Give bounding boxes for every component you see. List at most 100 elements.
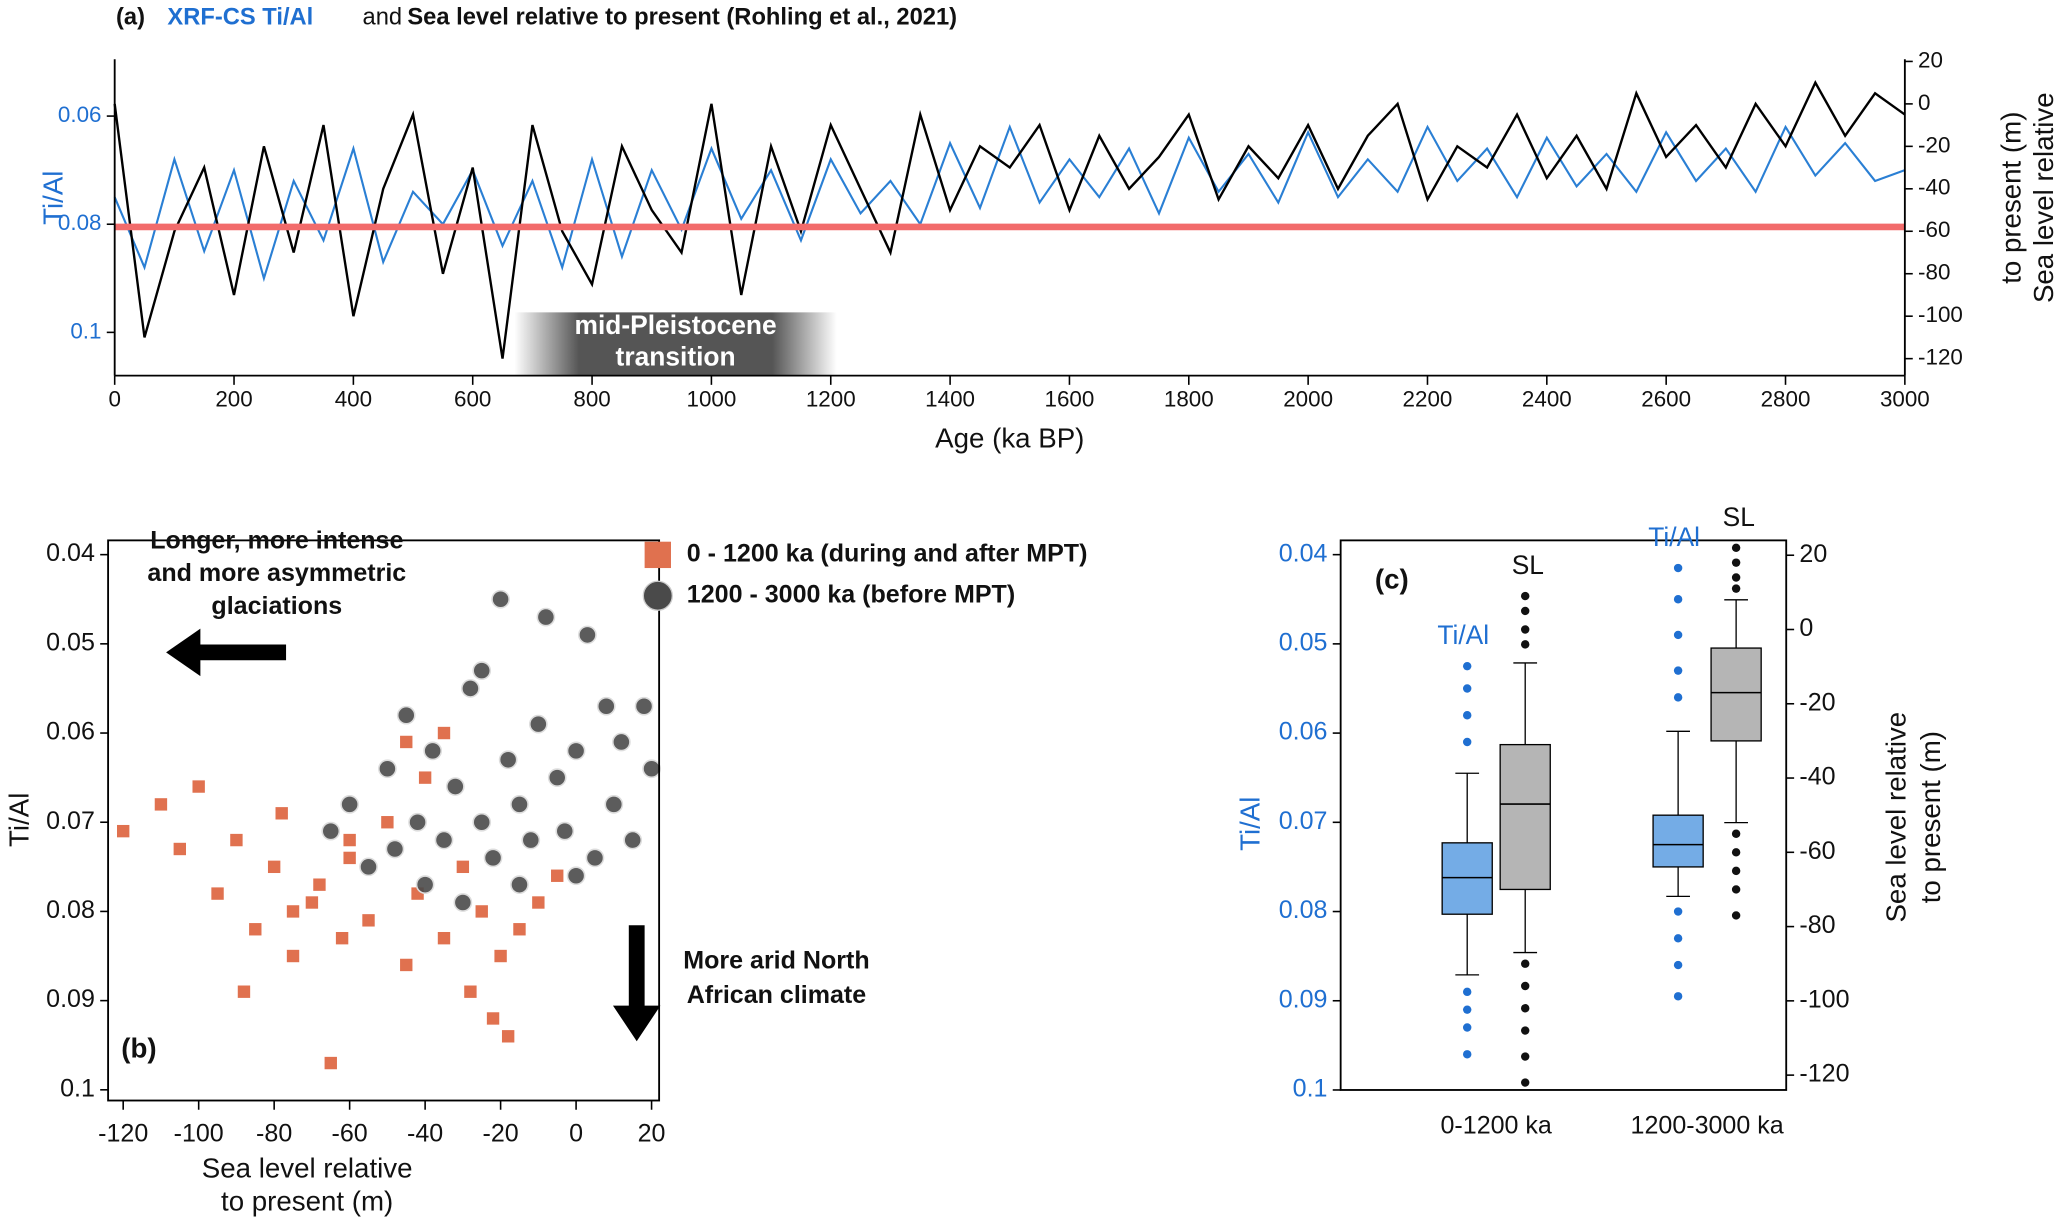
x-axis-label: Sea level relative: [202, 1153, 413, 1184]
outlier: [1520, 625, 1530, 634]
point: [323, 1056, 338, 1071]
point: [312, 877, 327, 892]
point: [512, 922, 527, 937]
y-tick-label: -120: [1799, 1060, 1849, 1088]
box: [1652, 814, 1704, 868]
x-tick-label: -120: [98, 1119, 148, 1147]
point: [566, 866, 586, 886]
mpt-label: mid-Pleistocene: [575, 310, 777, 340]
outlier: [1731, 829, 1741, 838]
point: [455, 859, 470, 874]
point: [304, 895, 319, 910]
point: [418, 770, 433, 785]
axis-label: Ti/Al: [1235, 797, 1266, 851]
legend-entry: 1200 - 3000 ka (before MPT): [687, 580, 1015, 608]
outlier: [1731, 848, 1741, 857]
point: [498, 750, 518, 770]
point: [483, 848, 503, 868]
legend-entry: 0 - 1200 ka (during and after MPT): [687, 539, 1088, 567]
point: [342, 833, 357, 848]
x-tick-label: 0-1200 ka: [1441, 1111, 1552, 1139]
point: [585, 848, 605, 868]
point: [472, 812, 492, 832]
x-tick-label: 600: [454, 387, 491, 412]
legend-joiner: and: [363, 5, 403, 31]
point: [236, 984, 251, 999]
x-tick-label: -20: [483, 1119, 519, 1147]
series-line: [113, 80, 1906, 359]
outlier: [1731, 885, 1741, 894]
point: [547, 768, 567, 787]
y-tick-label: -120: [1918, 345, 1963, 370]
y-tick-label: -100: [1918, 302, 1963, 327]
point: [340, 795, 360, 814]
annotation: Longer, more intense: [150, 526, 403, 554]
y-tick-label: 0.06: [46, 718, 95, 746]
point: [415, 875, 435, 895]
point: [399, 734, 414, 749]
point: [229, 833, 244, 848]
point: [116, 824, 131, 839]
x-tick-label: 2600: [1641, 387, 1691, 412]
y-tick-label: 0.08: [58, 210, 102, 235]
annotation: and more asymmetric: [147, 559, 406, 587]
outlier: [1520, 1026, 1530, 1035]
x-tick-label: 1800: [1164, 387, 1214, 412]
outlier: [1673, 630, 1683, 640]
y-tick-label: 0.04: [1279, 539, 1328, 567]
y-tick-label: 0.06: [1279, 718, 1328, 746]
legend-marker: [644, 541, 671, 569]
mpt-band: [514, 312, 837, 376]
point: [396, 705, 416, 725]
plot-frame: [107, 539, 661, 1102]
outlier: [1673, 563, 1683, 573]
outlier: [1673, 934, 1683, 943]
x-tick-label: 1200: [806, 387, 856, 412]
annotation: glaciations: [211, 592, 342, 620]
point: [437, 931, 451, 946]
outlier: [1462, 1005, 1472, 1014]
outlier: [1673, 960, 1683, 970]
axis-label: to present (m): [1995, 112, 2026, 284]
point: [604, 795, 624, 814]
outlier: [1462, 1023, 1472, 1032]
point: [335, 931, 350, 946]
point: [555, 821, 575, 841]
y-tick-label: 0: [1799, 614, 1813, 642]
point: [210, 886, 225, 901]
outlier: [1520, 606, 1530, 616]
axis-label: Ti/Al: [3, 793, 34, 847]
x-tick-label: 800: [573, 387, 610, 412]
point: [510, 795, 529, 814]
outlier: [1673, 595, 1683, 604]
y-tick-label: 20: [1918, 47, 1943, 72]
legend-entry: Sea level relative to present (Rohling e…: [407, 5, 957, 31]
y-tick-label: 0.05: [1279, 628, 1328, 656]
point: [493, 949, 508, 964]
outlier: [1520, 959, 1530, 968]
outlier: [1520, 1004, 1530, 1013]
x-tick-label: 2400: [1522, 387, 1572, 412]
outlier: [1520, 591, 1530, 601]
outlier: [1673, 992, 1683, 1001]
axis-label: Sea level relative: [2028, 92, 2059, 303]
outlier: [1520, 981, 1530, 991]
x-tick-label: 400: [335, 387, 372, 412]
y-tick-label: 0.09: [46, 985, 95, 1013]
outlier: [1673, 666, 1683, 675]
outlier: [1520, 1052, 1530, 1061]
box: [1710, 647, 1762, 742]
x-tick-label: 0: [108, 387, 120, 412]
mpt-label: transition: [616, 341, 736, 371]
series-line: [113, 123, 1906, 283]
y-tick-label: -20: [1799, 688, 1835, 716]
x-tick-label: 200: [215, 387, 252, 412]
panel-label: (b): [121, 1033, 156, 1064]
annotation: African climate: [687, 981, 867, 1009]
box: [1441, 842, 1493, 915]
y-tick-label: -40: [1799, 763, 1835, 791]
x-tick-label: -80: [256, 1119, 292, 1147]
y-tick-label: 0.08: [46, 896, 95, 924]
outlier: [1462, 1050, 1472, 1059]
y-tick-label: 0.1: [70, 318, 101, 343]
